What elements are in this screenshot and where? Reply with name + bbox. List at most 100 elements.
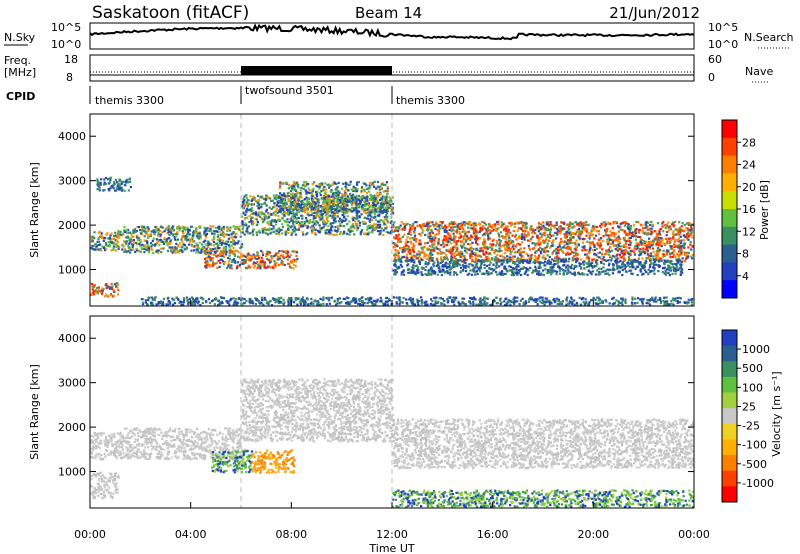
power-echo-cell <box>336 215 339 218</box>
power-echo-cell <box>408 251 412 254</box>
power-echo-cell <box>287 228 290 231</box>
power-echo-cell <box>385 181 389 184</box>
power-echo-cell <box>355 217 358 220</box>
power-echo-cell <box>527 232 530 235</box>
power-echo-cell <box>529 248 532 251</box>
power-echo-cell <box>319 216 322 219</box>
power-echo-cell <box>91 244 94 248</box>
power-echo-cell <box>509 247 512 250</box>
power-echo-cell <box>292 209 295 212</box>
power-echo-cell <box>162 247 165 250</box>
power-echo-cell <box>568 246 571 249</box>
power-echo-cell <box>505 225 508 228</box>
power-echo-cell <box>521 241 524 244</box>
power-echo-cell <box>319 226 322 230</box>
power-echo-cell <box>294 228 297 231</box>
power-echo-cell <box>358 221 361 224</box>
power-echo-cell <box>591 242 594 245</box>
power-echo-cell <box>446 243 449 247</box>
power-echo-cell <box>269 212 273 216</box>
power-echo-cell <box>443 256 446 259</box>
power-echo-cell <box>605 250 608 253</box>
power-echo-cell <box>118 188 121 191</box>
power-echo-cell <box>522 230 525 233</box>
power-echo-cell <box>314 228 317 231</box>
power-echo-cell <box>282 207 285 210</box>
power-echo-cell <box>555 247 558 250</box>
power-echo-cell <box>373 223 376 226</box>
power-echo-cell <box>485 269 488 273</box>
power-echo-cell <box>220 226 223 229</box>
power-echo-cell <box>118 245 121 248</box>
power-echo-cell <box>248 232 251 235</box>
power-echo-cell <box>365 197 368 200</box>
power-echo-cell <box>474 235 477 238</box>
power-echo-cell <box>139 250 142 253</box>
power-echo-cell <box>351 216 354 219</box>
power-echo-cell <box>390 226 393 229</box>
power-echo-cell <box>255 254 258 257</box>
power-echo-cell <box>669 228 673 231</box>
power-echo-cell <box>452 236 456 239</box>
power-echo-cell <box>399 224 402 227</box>
power-echo-cell <box>537 240 541 243</box>
power-echo-cell <box>432 238 435 241</box>
power-echo-cell <box>270 221 273 224</box>
power-echo-cell <box>181 230 184 233</box>
power-echo-cell <box>487 225 490 228</box>
power-echo-cell <box>290 197 293 200</box>
power-echo-cell <box>538 226 541 229</box>
power-echo-cell <box>312 227 315 230</box>
power-echo-cell <box>537 254 540 257</box>
power-echo-cell <box>287 198 290 201</box>
power-echo-cell <box>560 221 563 224</box>
power-echo-cell <box>317 185 320 188</box>
power-echo-cell <box>628 240 631 243</box>
power-echo-cell <box>246 204 249 207</box>
power-echo-cell <box>634 238 637 241</box>
power-echo-cell <box>105 247 108 250</box>
power-echo-cell <box>279 202 282 205</box>
power-echo-cell <box>526 239 530 242</box>
power-echo-cell <box>275 207 278 210</box>
power-echo-cell <box>466 238 469 241</box>
power-echo-cell <box>245 194 248 197</box>
power-echo-cell <box>230 260 233 263</box>
power-echo-cell <box>287 254 290 257</box>
power-echo-cell <box>325 218 328 221</box>
power-echo-cell <box>577 244 580 247</box>
power-echo-cell <box>120 189 123 192</box>
power-echo-cell <box>516 258 519 261</box>
power-echo-cell <box>212 253 215 256</box>
power-echo-cell <box>469 239 472 242</box>
power-echo-cell <box>303 184 306 187</box>
power-echo-cell <box>198 247 201 250</box>
power-echo-cell <box>219 258 222 261</box>
power-echo-cell <box>297 228 300 231</box>
power-echo-cell <box>218 237 221 240</box>
power-echo-cell <box>389 197 392 200</box>
power-echo-cell <box>398 238 401 241</box>
power-echo-cell <box>516 221 519 224</box>
power-echo-cell <box>618 237 621 240</box>
power-echo-cell <box>446 237 449 240</box>
power-echo-cell <box>301 202 304 205</box>
power-echo-cell <box>351 223 354 226</box>
power-echo-cell <box>111 285 114 288</box>
power-echo-cell <box>633 245 637 248</box>
power-echo-cell <box>272 227 275 230</box>
power-echo-cell <box>328 195 331 198</box>
power-echo-cell <box>229 248 232 252</box>
power-echo-cell <box>287 187 290 190</box>
power-echo-cell <box>295 212 299 215</box>
power-echo-cell <box>333 221 336 224</box>
power-echo-cell <box>206 244 209 247</box>
power-echo-cell <box>344 205 347 208</box>
power-echo-cell <box>306 199 309 202</box>
power-echo-cell <box>180 245 184 248</box>
power-echo-cell <box>498 243 502 246</box>
power-echo-cell <box>420 228 424 231</box>
power-echo-cell <box>413 236 416 239</box>
power-echo-cell <box>463 224 466 227</box>
